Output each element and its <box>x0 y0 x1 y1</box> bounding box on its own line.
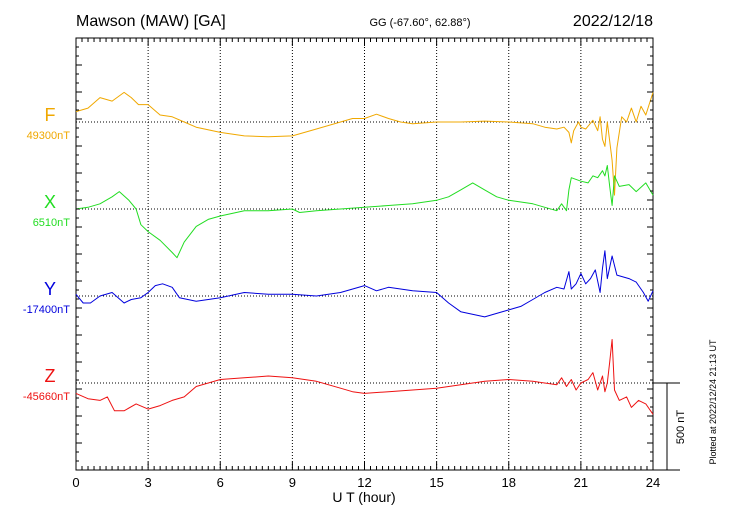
plotted-timestamp: Plotted at 2022/12/24 21:13 UT <box>708 339 718 465</box>
x-tick-label: 9 <box>289 475 296 490</box>
x-tick-label: 15 <box>429 475 443 490</box>
scale-bar-label: 500 nT <box>675 410 687 445</box>
series-group: F 49300nT X 6510nT Y -17400nT Z -45660nT <box>23 91 654 415</box>
date-label: 2022/12/18 <box>573 13 653 30</box>
series-line-z <box>75 339 654 415</box>
series-baseline-z: -45660nT <box>23 391 70 403</box>
x-axis: 0 3 6 9 12 15 18 21 24 <box>72 38 660 490</box>
x-tick-label: 3 <box>145 475 152 490</box>
series-baseline-x: 6510nT <box>33 217 71 229</box>
station-title: Mawson (MAW) [GA] <box>76 13 226 30</box>
coordinates-label: GG (-67.60°, 62.88°) <box>369 17 470 29</box>
scale-bar: 500 nT <box>653 382 687 471</box>
x-tick-label: 6 <box>217 475 224 490</box>
series-baseline-y: -17400nT <box>23 304 70 316</box>
series-name-x: X <box>44 192 56 212</box>
x-axis-label: U T (hour) <box>332 489 395 505</box>
series-line-f <box>75 91 654 196</box>
x-tick-label: 12 <box>357 475 371 490</box>
x-tick-label: 21 <box>574 475 588 490</box>
series-line-y <box>75 250 654 318</box>
x-tick-label: 24 <box>646 475 660 490</box>
grid <box>76 38 653 470</box>
series-name-f: F <box>45 105 56 125</box>
series-name-y: Y <box>44 279 56 299</box>
x-tick-label: 18 <box>502 475 516 490</box>
series-name-z: Z <box>45 366 56 386</box>
x-tick-label: 0 <box>72 475 79 490</box>
series-baseline-f: 49300nT <box>27 130 71 142</box>
series-line-x <box>75 165 654 259</box>
